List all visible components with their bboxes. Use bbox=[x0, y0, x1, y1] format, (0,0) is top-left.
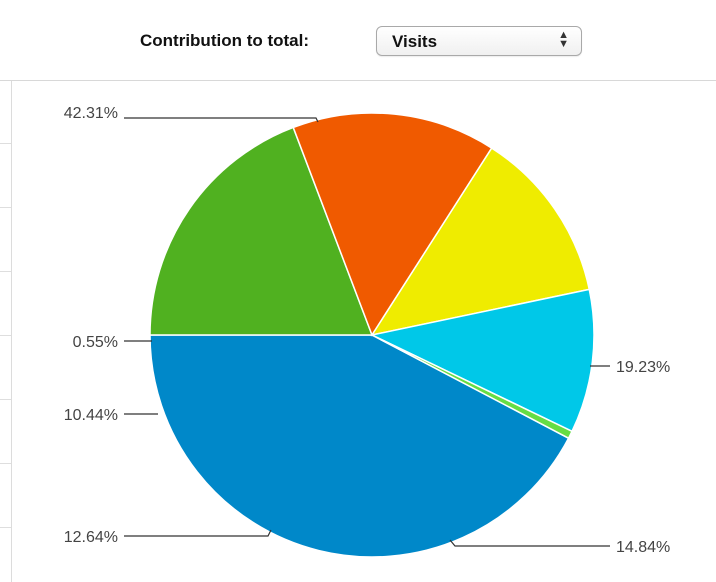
slice-label: 42.31% bbox=[64, 105, 118, 122]
slice-label: 14.84% bbox=[616, 539, 670, 556]
pie-slice[interactable] bbox=[149, 126, 374, 336]
row-divider bbox=[0, 335, 11, 336]
leader-line bbox=[449, 539, 610, 547]
chart-header: Contribution to total: Visits ▲ ▼ bbox=[0, 0, 716, 80]
slice-label: 10.44% bbox=[64, 407, 118, 424]
row-divider bbox=[0, 207, 11, 208]
pie-slice[interactable] bbox=[149, 334, 570, 558]
row-divider bbox=[0, 271, 11, 272]
pie-slice[interactable] bbox=[369, 288, 595, 433]
metric-select[interactable]: Visits ▲ ▼ bbox=[376, 26, 582, 56]
leader-line bbox=[124, 117, 319, 123]
row-divider bbox=[0, 399, 11, 400]
metric-select-value: Visits bbox=[392, 32, 438, 51]
pie-slice[interactable] bbox=[370, 147, 591, 337]
header-divider bbox=[0, 80, 716, 81]
row-divider bbox=[0, 143, 11, 144]
slice-label: 0.55% bbox=[73, 334, 118, 351]
pie-slice[interactable] bbox=[292, 112, 493, 337]
row-divider bbox=[0, 463, 11, 464]
contribution-label: Contribution to total: bbox=[140, 31, 310, 50]
slice-label: 12.64% bbox=[64, 529, 118, 546]
row-divider bbox=[0, 527, 11, 528]
slice-label: 19.23% bbox=[616, 359, 670, 376]
leader-line bbox=[124, 529, 272, 537]
table-edge bbox=[0, 81, 12, 582]
pie-slice[interactable] bbox=[371, 334, 574, 440]
select-arrows-icon: ▲ ▼ bbox=[558, 29, 569, 50]
